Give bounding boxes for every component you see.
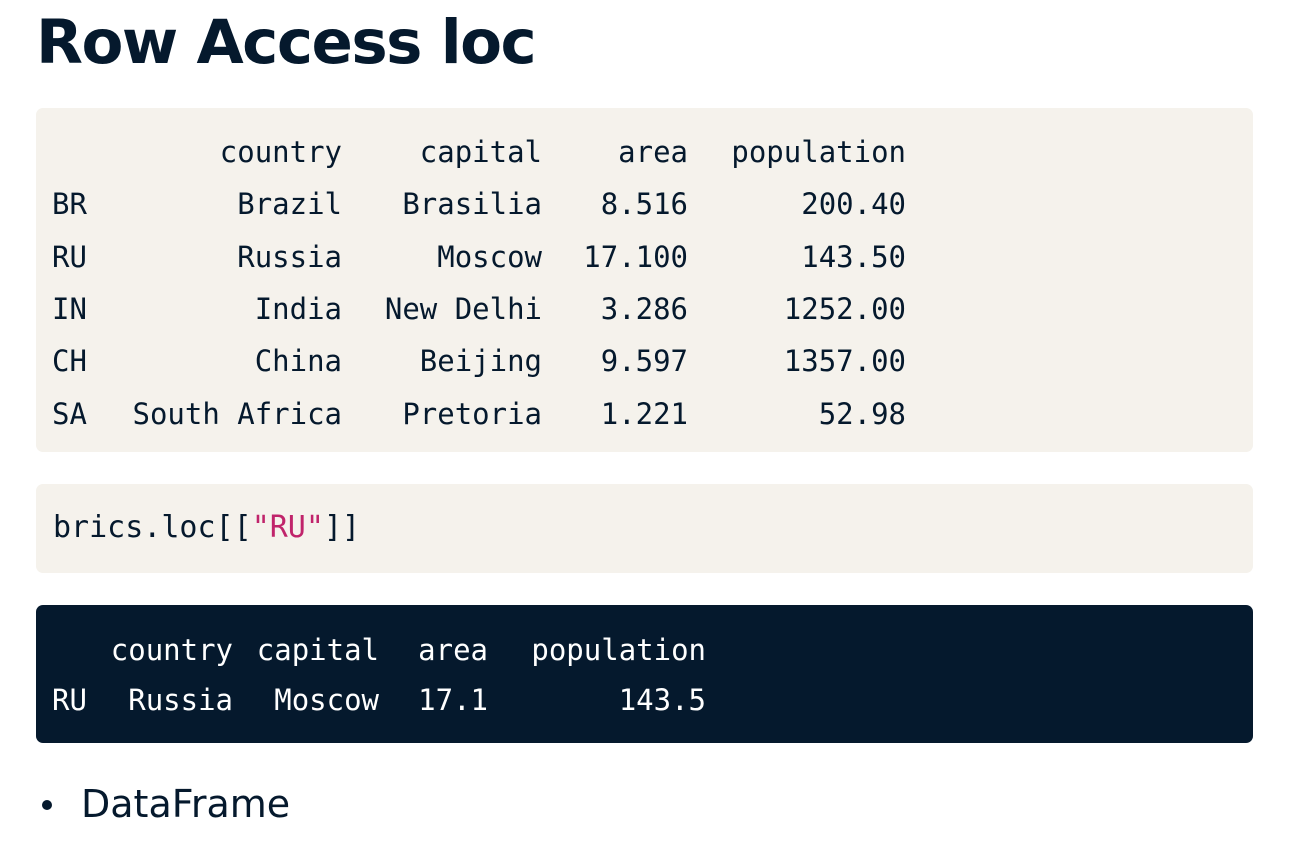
cell-area: 17.1: [418, 683, 488, 717]
column-header-country: country: [110, 633, 233, 667]
row-index: BR: [52, 187, 87, 222]
code-block: brics.loc[["RU"]]: [36, 484, 1253, 573]
table-row: IN India New Delhi 3.286 1252.00: [52, 283, 906, 335]
column-header-population: population: [731, 135, 906, 170]
cell-country: China: [254, 344, 342, 379]
cell-country: Brazil: [237, 187, 342, 222]
cell-capital: Pretoria: [402, 396, 542, 431]
column-header-area: area: [418, 633, 488, 667]
row-index: IN: [52, 292, 87, 327]
cell-country: Russia: [237, 239, 342, 274]
cell-capital: Moscow: [437, 239, 542, 274]
output-block: country capital area population RU Russi…: [36, 605, 1253, 743]
cell-capital: Moscow: [274, 683, 379, 717]
cell-population: 143.50: [801, 239, 906, 274]
column-header-capital: capital: [256, 633, 379, 667]
code-string-literal: "RU": [251, 510, 324, 545]
table-row: RU Russia Moscow 17.100 143.50: [52, 231, 906, 283]
table-row: CH China Beijing 9.597 1357.00: [52, 335, 906, 387]
cell-country: Russia: [128, 683, 233, 717]
bullet-list: DataFrame: [0, 778, 290, 830]
dataframe-block: country capital area population BR Brazi…: [36, 108, 1253, 452]
table-header-row: country capital area population: [52, 625, 706, 675]
cell-capital: Brasilia: [402, 187, 542, 222]
table-row: RU Russia Moscow 17.1 143.5: [52, 675, 706, 725]
code-line: brics.loc[["RU"]]: [53, 506, 360, 550]
row-index: SA: [52, 396, 87, 431]
cell-population: 200.40: [801, 187, 906, 222]
row-index: RU: [52, 683, 87, 717]
code-prefix: brics.loc[[: [53, 510, 252, 545]
bullet-icon: [42, 800, 52, 810]
cell-country: South Africa: [132, 396, 342, 431]
column-header-country: country: [219, 135, 342, 170]
column-header-population: population: [531, 633, 706, 667]
row-index: CH: [52, 344, 87, 379]
column-header-area: area: [618, 135, 688, 170]
output-table: country capital area population RU Russi…: [52, 625, 706, 725]
cell-country: India: [254, 292, 342, 327]
row-index: RU: [52, 239, 87, 274]
table-row: BR Brazil Brasilia 8.516 200.40: [52, 178, 906, 230]
index-header: [52, 625, 106, 675]
cell-area: 3.286: [600, 292, 688, 327]
page-title: Row Access loc: [36, 7, 537, 78]
code-suffix: ]]: [323, 510, 361, 545]
cell-area: 8.516: [600, 187, 688, 222]
cell-population: 143.5: [618, 683, 706, 717]
table-row: SA South Africa Pretoria 1.221 52.98: [52, 387, 906, 439]
cell-population: 1252.00: [783, 292, 906, 327]
cell-population: 1357.00: [783, 344, 906, 379]
list-item: DataFrame: [0, 778, 290, 830]
cell-capital: New Delhi: [384, 292, 542, 327]
cell-area: 9.597: [600, 344, 688, 379]
list-item-text: DataFrame: [81, 782, 291, 826]
index-header: [52, 126, 122, 178]
cell-area: 1.221: [600, 396, 688, 431]
cell-population: 52.98: [818, 396, 906, 431]
cell-capital: Beijing: [419, 344, 542, 379]
table-header-row: country capital area population: [52, 126, 906, 178]
cell-area: 17.100: [583, 239, 688, 274]
dataframe-table: country capital area population BR Brazi…: [52, 126, 906, 440]
column-header-capital: capital: [419, 135, 542, 170]
